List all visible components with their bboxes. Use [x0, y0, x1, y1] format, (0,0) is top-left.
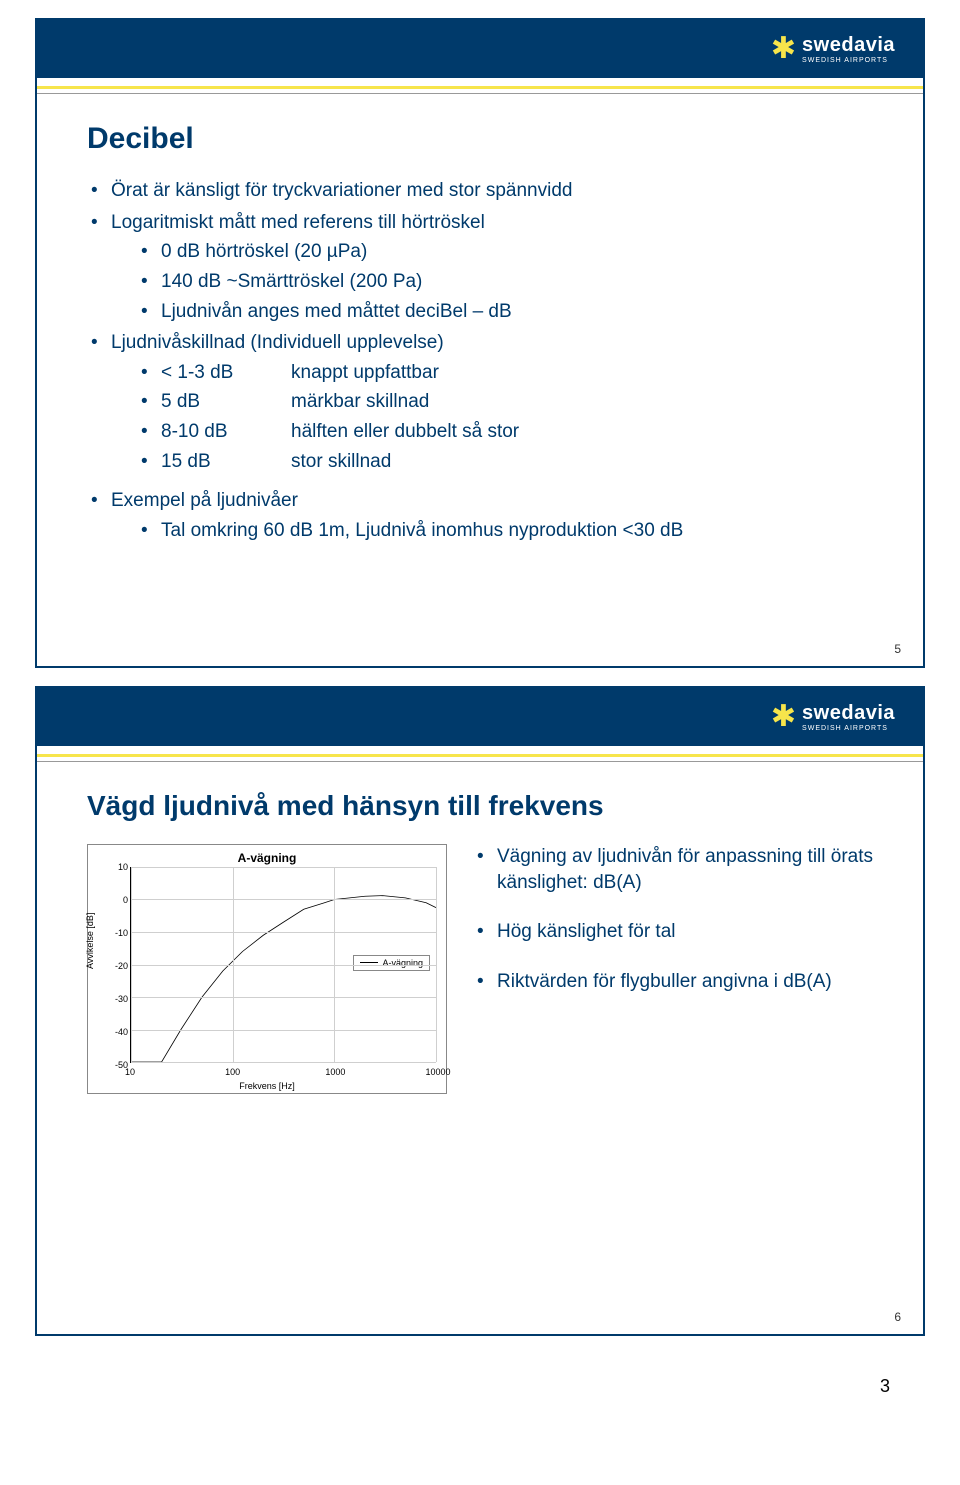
- slide-2-number: 6: [894, 1310, 901, 1324]
- sub-bullet: Ljudnivån anges med måttet deciBel – dB: [139, 299, 873, 325]
- bullet-text: Exempel på ljudnivåer: [111, 490, 298, 511]
- brand-name: swedavia: [802, 703, 895, 723]
- sub-bullet: 0 dB hörtröskel (20 µPa): [139, 239, 873, 265]
- slide-header: ✱ swedavia SWEDISH AIRPORTS: [37, 20, 923, 78]
- slide-1-bullets: Örat är känsligt för tryckvariationer me…: [87, 178, 873, 544]
- bullet: Ljudnivåskillnad (Individuell upplevelse…: [87, 330, 873, 474]
- accent-line: [37, 754, 923, 757]
- snowflake-icon: ✱: [771, 34, 796, 64]
- bullet: Riktvärden för flygbuller angivna i dB(A…: [473, 969, 873, 995]
- a-weighting-chart: A-vägning A-vägning Avvikelse [dB] Frekv…: [87, 844, 447, 1094]
- sub-bullets: Tal omkring 60 dB 1m, Ljudnivå inomhus n…: [139, 518, 873, 544]
- sub-bullets-table: < 1-3 dBknappt uppfattbar 5 dBmärkbar sk…: [139, 360, 873, 475]
- brand-subtitle: SWEDISH AIRPORTS: [802, 725, 888, 732]
- snowflake-icon: ✱: [771, 702, 796, 732]
- sub-bullet-row: 15 dBstor skillnad: [139, 449, 873, 475]
- slide-2-title: Vägd ljudnivå med hänsyn till frekvens: [87, 790, 873, 822]
- bullet: Vägning av ljudnivån för anpassning till…: [473, 844, 873, 895]
- chart-title: A-vägning: [92, 851, 442, 865]
- row-key: 5 dB: [161, 389, 291, 415]
- sub-bullet-row: 8-10 dBhälften eller dubbelt så stor: [139, 419, 873, 445]
- slide-1-content: Decibel Örat är känsligt för tryckvariat…: [37, 94, 923, 544]
- row-val: knappt uppfattbar: [291, 360, 873, 386]
- bullet-text: Ljudnivåskillnad (Individuell upplevelse…: [111, 332, 444, 353]
- chart-xlabel: Frekvens [Hz]: [239, 1081, 295, 1091]
- brand-text: swedavia SWEDISH AIRPORTS: [802, 35, 895, 64]
- row-val: hälften eller dubbelt så stor: [291, 419, 873, 445]
- slide-2: ✱ swedavia SWEDISH AIRPORTS Vägd ljudniv…: [35, 686, 925, 1336]
- bullet: Exempel på ljudnivåer Tal omkring 60 dB …: [87, 488, 873, 543]
- brand-logo: ✱ swedavia SWEDISH AIRPORTS: [771, 702, 895, 732]
- legend-line-icon: [360, 962, 378, 963]
- row-val: stor skillnad: [291, 449, 873, 475]
- bullet: Hög känslighet för tal: [473, 919, 873, 945]
- chart-plot-area: A-vägning: [130, 867, 436, 1063]
- accent-line: [37, 86, 923, 89]
- sub-bullet: Tal omkring 60 dB 1m, Ljudnivå inomhus n…: [139, 518, 873, 544]
- bullet: Logaritmiskt mått med referens till hört…: [87, 210, 873, 325]
- sub-bullet: 140 dB ~Smärttröskel (200 Pa): [139, 269, 873, 295]
- bullet: Örat är känsligt för tryckvariationer me…: [87, 178, 873, 204]
- brand-text: swedavia SWEDISH AIRPORTS: [802, 703, 895, 732]
- slide-2-content: Vägd ljudnivå med hänsyn till frekvens A…: [37, 762, 923, 1094]
- page-number: 3: [0, 1376, 890, 1397]
- sub-bullets: 0 dB hörtröskel (20 µPa) 140 dB ~Smärttr…: [139, 239, 873, 324]
- brand-name: swedavia: [802, 35, 895, 55]
- slide-2-right-bullets: Vägning av ljudnivån för anpassning till…: [473, 844, 873, 1019]
- brand-logo: ✱ swedavia SWEDISH AIRPORTS: [771, 34, 895, 64]
- slide-2-columns: A-vägning A-vägning Avvikelse [dB] Frekv…: [87, 844, 873, 1094]
- chart-legend: A-vägning: [353, 955, 430, 971]
- row-key: 8-10 dB: [161, 419, 291, 445]
- slide-1-title: Decibel: [87, 122, 873, 156]
- brand-subtitle: SWEDISH AIRPORTS: [802, 57, 888, 64]
- sub-bullet-row: < 1-3 dBknappt uppfattbar: [139, 360, 873, 386]
- row-val: märkbar skillnad: [291, 389, 873, 415]
- bullet-text: Logaritmiskt mått med referens till hört…: [111, 212, 485, 233]
- legend-label: A-vägning: [382, 958, 423, 968]
- row-key: < 1-3 dB: [161, 360, 291, 386]
- slide-header: ✱ swedavia SWEDISH AIRPORTS: [37, 688, 923, 746]
- row-key: 15 dB: [161, 449, 291, 475]
- chart-ylabel: Avvikelse [dB]: [85, 913, 95, 969]
- slide-1: ✱ swedavia SWEDISH AIRPORTS Decibel Örat…: [35, 18, 925, 668]
- sub-bullet-row: 5 dBmärkbar skillnad: [139, 389, 873, 415]
- slide-1-number: 5: [894, 642, 901, 656]
